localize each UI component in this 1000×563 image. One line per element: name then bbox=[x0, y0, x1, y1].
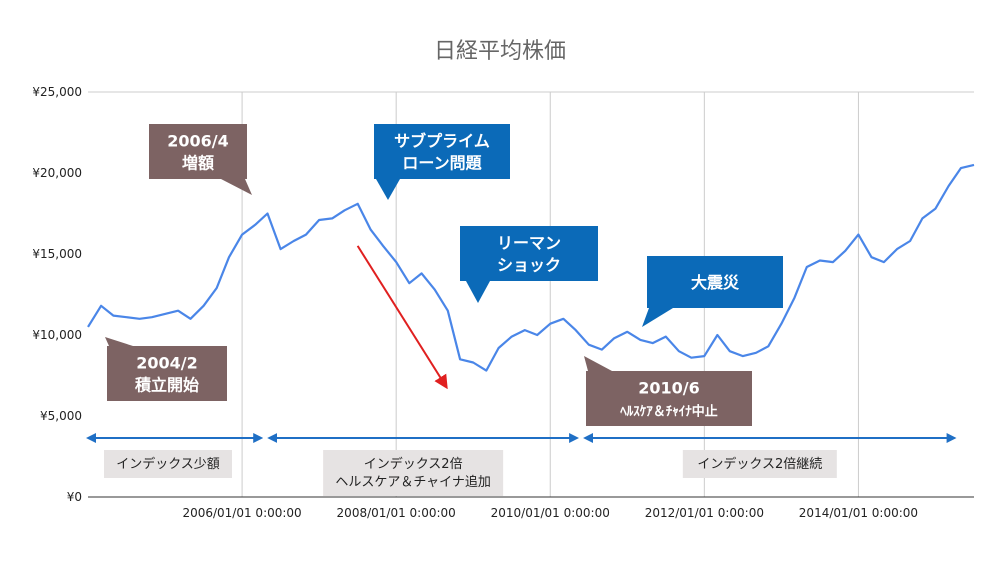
callout-label: リーマン bbox=[497, 234, 561, 253]
callout-pointer bbox=[376, 179, 400, 200]
callout: 2010/6 ﾍﾙｽｹｱ＆ﾁｬｲﾅ中止 bbox=[584, 356, 752, 426]
callout-label: 大震災 bbox=[691, 273, 740, 292]
y-axis-ticks: ¥0 ¥5,000 ¥10,000 ¥15,000 ¥20,000 ¥25,000 bbox=[32, 85, 82, 504]
y-tick-label: ¥10,000 bbox=[32, 328, 82, 342]
trend-arrow bbox=[356, 245, 448, 390]
callout-label: ショック bbox=[497, 256, 561, 275]
callout-box bbox=[586, 371, 752, 426]
x-tick-label: 2006/01/01 0:00:00 bbox=[182, 506, 301, 520]
callout-box bbox=[374, 124, 510, 179]
period-label-box bbox=[104, 450, 232, 478]
y-tick-label: ¥15,000 bbox=[32, 247, 82, 261]
y-tick-label: ¥5,000 bbox=[40, 409, 82, 423]
y-tick-label: ¥0 bbox=[67, 490, 82, 504]
callout-label: 2010/6 bbox=[638, 379, 700, 398]
callout: 大震災 bbox=[642, 256, 783, 327]
period-label-box bbox=[323, 450, 504, 496]
callout-box bbox=[647, 256, 783, 308]
x-tick-label: 2010/01/01 0:00:00 bbox=[491, 506, 610, 520]
callout-layer: 2006/4 増額 2004/2 積立開始 サブプライムローン問題リーマンショック大震災… bbox=[105, 124, 783, 426]
y-tick-label: ¥20,000 bbox=[32, 166, 82, 180]
series-layer bbox=[87, 163, 975, 372]
callout-box bbox=[460, 226, 598, 281]
series-line bbox=[87, 163, 975, 372]
period-label: インデックス2倍継続 bbox=[697, 456, 822, 472]
callout-label: サブプライム bbox=[394, 132, 490, 151]
callout-pointer bbox=[466, 281, 490, 303]
period-label: インデックス2倍 bbox=[364, 456, 463, 472]
x-tick-label: 2008/01/01 0:00:00 bbox=[337, 506, 456, 520]
x-tick-label: 2014/01/01 0:00:00 bbox=[799, 506, 918, 520]
callout-box bbox=[149, 124, 247, 179]
callout: 2004/2 積立開始 bbox=[105, 337, 227, 401]
callout-pointer bbox=[642, 308, 673, 327]
period-label: インデックス少額 bbox=[116, 456, 220, 472]
callout-box bbox=[107, 346, 227, 401]
callout: 2006/4 増額 bbox=[149, 124, 252, 195]
callout-label: 積立開始 bbox=[134, 376, 199, 395]
callout-label: ローン問題 bbox=[402, 154, 482, 173]
callout-label: ﾍﾙｽｹｱ＆ﾁｬｲﾅ中止 bbox=[619, 404, 718, 420]
period-label-box bbox=[682, 450, 837, 478]
x-axis-ticks: 2006/01/01 0:00:00 2008/01/01 0:00:00 2010… bbox=[182, 506, 918, 520]
trend-arrow-layer bbox=[356, 245, 448, 390]
period-label: ヘルスケア＆チャイナ追加 bbox=[335, 474, 491, 490]
callout-pointer bbox=[584, 356, 612, 371]
y-tick-label: ¥25,000 bbox=[32, 85, 82, 99]
x-tick-label: 2012/01/01 0:00:00 bbox=[645, 506, 764, 520]
callout-pointer bbox=[105, 337, 133, 346]
callout-label: 2006/4 bbox=[167, 132, 229, 151]
callout-label: 2004/2 bbox=[136, 354, 198, 373]
callout-pointer bbox=[221, 179, 252, 195]
chart-title: 日経平均株価 bbox=[434, 39, 566, 64]
callout-label: 増額 bbox=[182, 154, 214, 173]
